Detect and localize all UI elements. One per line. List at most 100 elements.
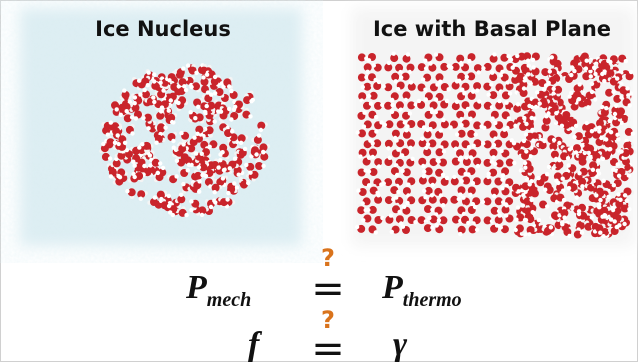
atom [184, 213, 188, 217]
atom [502, 128, 506, 132]
atom [197, 190, 201, 194]
atom [465, 75, 469, 79]
atom [628, 103, 632, 107]
atom [538, 101, 542, 105]
atom [598, 198, 602, 202]
atom [489, 82, 493, 86]
atom [526, 59, 530, 63]
atom [200, 152, 204, 156]
atom [130, 115, 134, 119]
atom [125, 109, 129, 113]
atom [490, 71, 494, 75]
atom [461, 196, 465, 200]
atom [625, 86, 629, 90]
atom [388, 156, 392, 160]
atom [584, 66, 588, 70]
panel-title: Ice with Basal Plane [373, 17, 611, 41]
atom [499, 149, 503, 153]
atom [577, 171, 581, 175]
atom [362, 124, 366, 128]
atom [382, 84, 386, 88]
atom [466, 107, 470, 111]
atom [512, 141, 516, 145]
atom [170, 120, 174, 124]
atom [468, 193, 472, 197]
atom [400, 169, 404, 173]
atom [203, 110, 207, 114]
atom [192, 136, 196, 140]
atom [435, 223, 439, 227]
atom [615, 225, 619, 229]
atom [142, 164, 146, 168]
atom [186, 63, 190, 67]
atom [197, 165, 201, 169]
atom [413, 220, 417, 224]
atom [219, 110, 223, 114]
atom [590, 82, 594, 86]
atom [497, 99, 501, 103]
atom [182, 84, 186, 88]
atom [616, 192, 620, 196]
atom [524, 132, 528, 136]
atom [445, 176, 449, 180]
atom [119, 113, 123, 117]
atom [602, 179, 606, 183]
atom [567, 186, 571, 190]
atom [449, 65, 453, 69]
atom [575, 195, 579, 199]
atom [355, 225, 359, 229]
atom [528, 182, 532, 186]
atom [504, 213, 508, 217]
atom [524, 122, 528, 126]
atom [197, 179, 201, 183]
atom [549, 225, 553, 229]
atom [566, 156, 570, 160]
atom [176, 101, 180, 105]
atom [367, 94, 371, 98]
atom [152, 100, 156, 104]
atom [543, 188, 547, 192]
atom [517, 189, 521, 193]
atom [591, 168, 595, 172]
atom [361, 85, 365, 89]
atom [535, 90, 539, 94]
atom [596, 158, 600, 162]
atom [491, 155, 495, 159]
atom [441, 203, 445, 207]
atom [151, 95, 155, 99]
atom [161, 88, 165, 92]
atom [434, 97, 438, 101]
atom [523, 166, 527, 170]
atom [572, 69, 576, 73]
atom [169, 98, 173, 102]
atom [387, 61, 391, 65]
atom [615, 76, 619, 80]
atom [181, 182, 185, 186]
atom [618, 198, 622, 202]
atom [473, 205, 477, 209]
atom [248, 114, 252, 118]
atom [534, 105, 538, 109]
atom [213, 119, 217, 123]
atom [458, 232, 462, 236]
atom [261, 164, 265, 168]
atom [627, 207, 631, 211]
atom [597, 205, 601, 209]
atom [237, 173, 241, 177]
page: Ice Nucleus Ice with Basal Plane Pmech ?… [0, 0, 638, 362]
atom [522, 86, 526, 90]
atom [376, 193, 380, 197]
atom [631, 132, 635, 136]
atom [158, 81, 162, 85]
atom [179, 131, 183, 135]
atom [531, 210, 535, 214]
atom [467, 59, 471, 63]
atom [194, 151, 198, 155]
atom [187, 163, 191, 167]
atom [550, 55, 554, 59]
atom [567, 234, 571, 238]
atom [492, 194, 496, 198]
atom [396, 148, 400, 152]
atom [578, 82, 582, 86]
atom [441, 118, 445, 122]
